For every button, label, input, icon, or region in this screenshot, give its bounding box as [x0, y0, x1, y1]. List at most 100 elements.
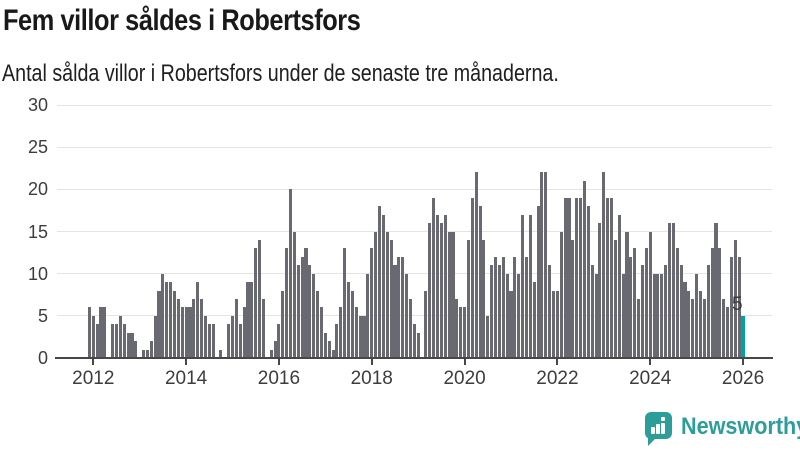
- bar: [637, 298, 641, 358]
- bar: [633, 248, 637, 358]
- gridline: [57, 273, 772, 275]
- bar: [609, 197, 614, 358]
- bar: [613, 239, 617, 358]
- bar: [493, 256, 498, 358]
- bar: [149, 341, 153, 358]
- x-tick-mark: [556, 359, 559, 365]
- chart-subtitle: Antal sålda villor i Robertsfors under d…: [2, 60, 559, 87]
- bar: [300, 256, 304, 358]
- bar: [184, 307, 188, 358]
- bar: [304, 248, 308, 358]
- bar: [381, 214, 385, 358]
- bar: [230, 315, 235, 358]
- bar: [203, 315, 207, 358]
- bar: [656, 273, 660, 358]
- bar: [447, 231, 451, 358]
- y-tick-label: 25: [27, 137, 48, 158]
- bar: [308, 265, 312, 358]
- bar: [439, 223, 443, 358]
- bar: [405, 273, 409, 358]
- bar: [200, 298, 204, 358]
- bar: [319, 307, 324, 358]
- bar: [385, 231, 389, 358]
- bar: [374, 231, 378, 358]
- bar: [617, 214, 621, 358]
- bar: [563, 197, 567, 358]
- speech-bubble-tail: [648, 437, 657, 446]
- x-tick-mark: [185, 359, 188, 365]
- x-tick-label: 2024: [629, 368, 672, 389]
- bar: [169, 282, 173, 358]
- bar: [513, 256, 517, 358]
- bar: [679, 265, 683, 358]
- bar: [292, 231, 296, 358]
- bar: [327, 341, 331, 358]
- bar: [586, 206, 590, 358]
- gridline: [57, 315, 772, 317]
- bar: [250, 282, 254, 358]
- x-tick-mark: [742, 359, 745, 365]
- bar: [501, 256, 505, 358]
- x-tick-mark: [463, 359, 466, 365]
- bar: [99, 307, 103, 358]
- bar: [416, 332, 420, 358]
- bar: [343, 248, 347, 358]
- x-tick-label: 2026: [721, 368, 765, 389]
- bar: [509, 290, 513, 358]
- bar: [393, 265, 397, 358]
- bar: [111, 324, 115, 358]
- bar: [331, 349, 335, 358]
- bar: [246, 282, 250, 358]
- bar: [486, 315, 490, 358]
- bar: [575, 197, 579, 358]
- bar: [625, 231, 629, 358]
- bar: [559, 231, 563, 358]
- bar: [323, 332, 327, 358]
- bar: [567, 197, 571, 358]
- bar: [451, 231, 455, 358]
- bar: [466, 239, 470, 358]
- bar: [312, 273, 316, 358]
- y-tick-label: 5: [37, 305, 48, 326]
- bar: [629, 256, 633, 358]
- bar: [710, 248, 714, 358]
- bar: [389, 239, 393, 358]
- brand-name: Newsworthy: [681, 413, 800, 440]
- bar: [722, 298, 726, 358]
- bar: [377, 206, 382, 358]
- bar: [521, 214, 525, 358]
- x-tick-label: 2020: [443, 368, 486, 389]
- bar: [683, 282, 687, 358]
- bar: [273, 341, 277, 358]
- bar: [621, 273, 625, 358]
- page-title: Fem villor såldes i Robertsfors: [3, 4, 361, 37]
- bar: [358, 315, 362, 358]
- x-tick-mark: [649, 359, 652, 365]
- bar: [594, 273, 598, 358]
- bar-value-label: 5: [731, 293, 743, 315]
- bar: [335, 324, 339, 358]
- bar: [528, 214, 532, 358]
- bar: [227, 324, 231, 358]
- x-tick-mark: [277, 359, 280, 365]
- bar: [687, 290, 691, 358]
- bar: [698, 290, 703, 358]
- bar: [339, 307, 343, 358]
- bar: [211, 324, 215, 358]
- bar: [664, 265, 668, 358]
- bar: [540, 172, 544, 358]
- y-tick-label: 15: [27, 221, 48, 242]
- bar: [196, 282, 200, 358]
- bar: [354, 307, 358, 358]
- bar: [412, 324, 416, 358]
- bar: [238, 324, 242, 358]
- bar: [153, 315, 157, 358]
- bar: [435, 214, 440, 358]
- bar: [401, 256, 405, 358]
- bar: [691, 298, 695, 358]
- x-tick-mark: [92, 359, 95, 365]
- bar: [219, 349, 223, 358]
- x-tick-mark: [370, 359, 373, 365]
- bar: [737, 256, 741, 358]
- x-tick-label: 2016: [257, 368, 301, 389]
